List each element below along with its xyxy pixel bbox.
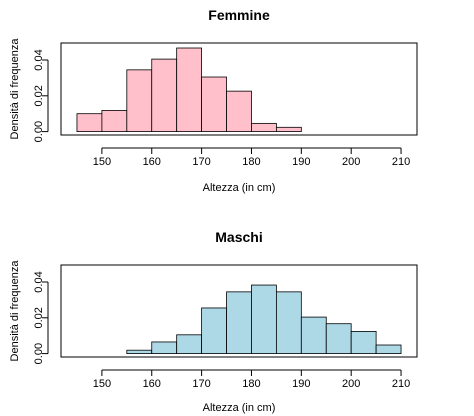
x-tick-label: 210: [392, 156, 410, 168]
histogram-bar: [300, 316, 327, 354]
histogram-bar: [201, 76, 227, 133]
histogram-bar: [176, 47, 203, 132]
histogram-bar: [126, 69, 153, 132]
histogram-bar: [251, 122, 277, 133]
x-tick-label: 150: [93, 378, 111, 390]
histogram-bar: [76, 113, 103, 132]
x-axis: 150 160 170 180 190 200 210: [93, 147, 410, 168]
y-tick-label: 0.04: [33, 49, 45, 70]
bars-group: [126, 284, 402, 355]
plot-frame: [60, 264, 418, 358]
x-axis-label: Altezza (in cm): [203, 182, 276, 194]
chart-title: Femmine: [208, 7, 270, 23]
chart-title: Maschi: [215, 229, 262, 245]
x-tick-label: 160: [143, 156, 161, 168]
histogram-bar: [226, 90, 252, 133]
histogram-bar: [275, 291, 302, 355]
y-tick-label: 0.00: [33, 121, 45, 142]
x-tick-label: 170: [192, 378, 210, 390]
y-tick-label: 0.04: [33, 271, 45, 292]
histogram-bar: [226, 291, 252, 355]
x-tick-label: 180: [242, 156, 260, 168]
histogram-bar: [375, 344, 402, 355]
y-axis-label: Densità di frequenza: [9, 38, 21, 140]
x-tick-label: 190: [292, 378, 310, 390]
bars-group: [76, 47, 302, 133]
histogram-bar: [151, 58, 178, 132]
y-tick-label: 0.02: [33, 85, 45, 106]
histogram-bar: [325, 323, 352, 354]
y-tick-label: 0.00: [33, 343, 45, 364]
histogram-bar: [350, 330, 377, 354]
histogram-bar: [251, 284, 277, 354]
histogram-bar: [176, 334, 203, 354]
x-tick-label: 200: [342, 156, 360, 168]
histogram-bar: [275, 126, 302, 133]
x-tick-label: 170: [192, 156, 210, 168]
y-tick-label: 0.02: [33, 307, 45, 328]
y-axis: 0.00 0.02 0.04: [33, 49, 49, 142]
histogram-bar: [101, 110, 128, 133]
y-axis-label: Densità di frequenza: [9, 260, 21, 362]
y-axis: 0.00 0.02 0.04: [33, 271, 49, 364]
plot-frame: [60, 42, 418, 136]
histogram-bar: [201, 307, 227, 354]
x-tick-label: 200: [342, 378, 360, 390]
x-tick-label: 210: [392, 378, 410, 390]
x-tick-label: 150: [93, 156, 111, 168]
histogram-panel-femmine: Femmine 150 160 170 180 190 200 210 0.000.020.…: [9, 7, 418, 194]
x-tick-label: 190: [292, 156, 310, 168]
x-axis: 150 160 170 180 190 200 210: [93, 369, 410, 390]
x-axis-label: Altezza (in cm): [203, 402, 276, 414]
x-tick-label: 160: [143, 378, 161, 390]
histogram-bar: [126, 349, 153, 355]
histogram-panel-maschi: Maschi 150 160 170 180 190 200 210 0.000.020.0…: [9, 229, 418, 414]
histogram-bar: [151, 341, 178, 354]
x-tick-label: 180: [242, 378, 260, 390]
